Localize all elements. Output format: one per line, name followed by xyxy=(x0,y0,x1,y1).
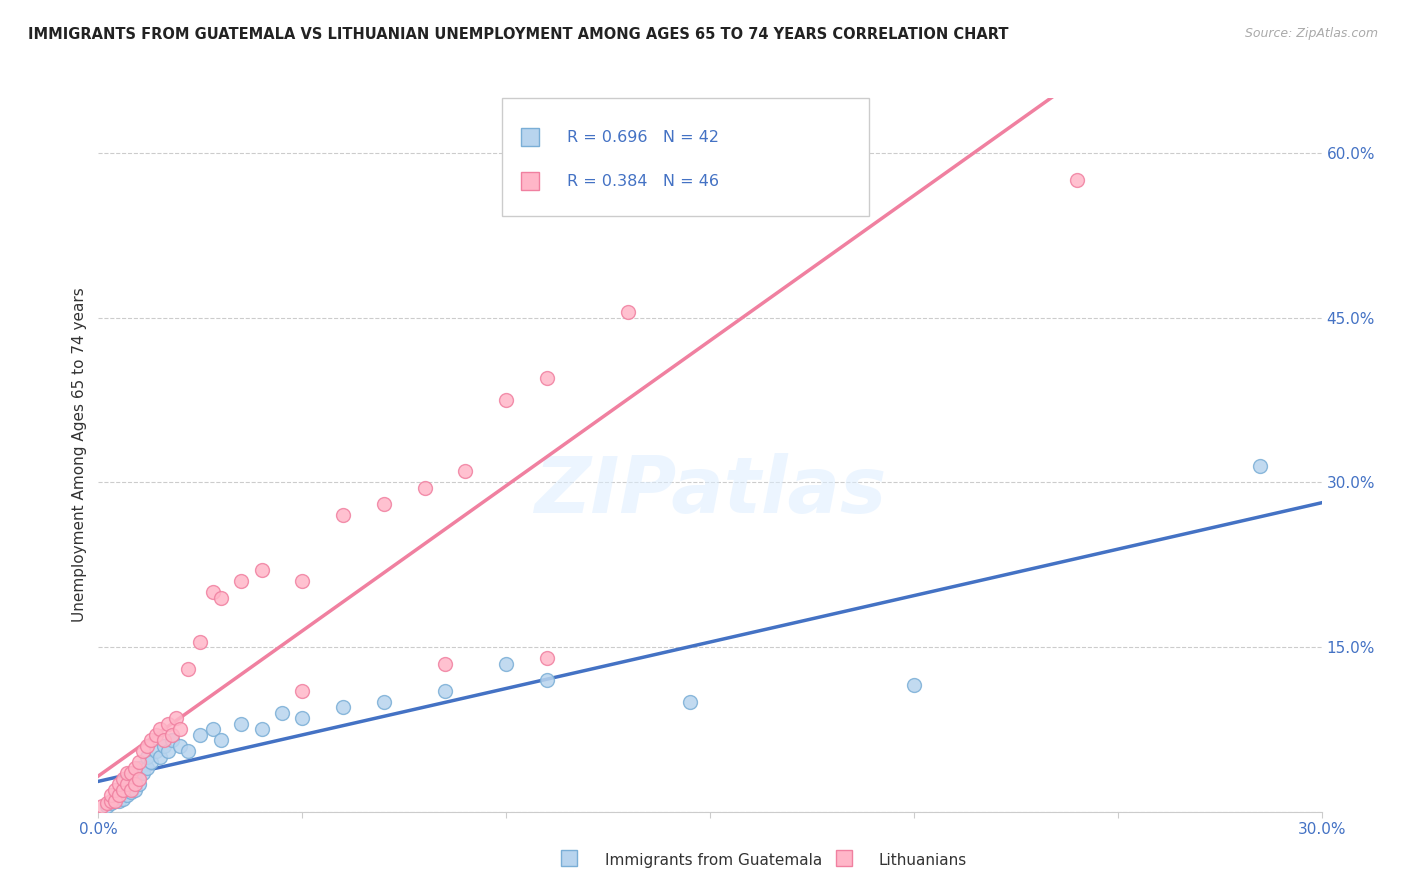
Point xyxy=(231,574,253,589)
Point xyxy=(373,497,395,511)
Point xyxy=(120,772,142,786)
Point xyxy=(903,678,925,692)
Point xyxy=(141,756,163,770)
Point xyxy=(177,744,200,758)
Point xyxy=(96,796,118,810)
Point xyxy=(434,657,457,671)
Point xyxy=(104,794,127,808)
Point xyxy=(111,782,134,797)
Point xyxy=(495,657,517,671)
Point xyxy=(104,791,127,805)
Y-axis label: Unemployment Among Ages 65 to 74 years: Unemployment Among Ages 65 to 74 years xyxy=(72,287,87,623)
Point xyxy=(495,392,517,407)
Point xyxy=(100,789,122,803)
Point xyxy=(160,733,183,747)
Point xyxy=(291,711,314,725)
Text: ZIPatlas: ZIPatlas xyxy=(534,452,886,529)
Point xyxy=(115,766,138,780)
Point xyxy=(679,695,702,709)
Point xyxy=(177,662,200,676)
Point xyxy=(291,684,314,698)
Point xyxy=(136,749,159,764)
Point xyxy=(120,782,142,797)
Point xyxy=(136,739,159,753)
Point xyxy=(332,508,354,523)
Text: R = 0.384   N = 46: R = 0.384 N = 46 xyxy=(567,174,718,189)
Text: R = 0.696   N = 42: R = 0.696 N = 42 xyxy=(567,129,718,145)
Point xyxy=(96,799,118,814)
Point xyxy=(536,651,558,665)
Point xyxy=(128,777,150,791)
Point xyxy=(1249,458,1271,473)
Point xyxy=(152,733,174,747)
Point xyxy=(108,794,131,808)
Point xyxy=(169,723,191,737)
Point xyxy=(332,700,354,714)
Point xyxy=(1066,173,1088,187)
Point xyxy=(128,772,150,786)
Point xyxy=(291,574,314,589)
Point xyxy=(156,717,179,731)
Point xyxy=(145,744,167,758)
Point xyxy=(100,794,122,808)
Point xyxy=(108,777,131,791)
Point xyxy=(111,772,134,786)
Point xyxy=(156,744,179,758)
Point xyxy=(201,723,224,737)
FancyBboxPatch shape xyxy=(502,98,869,216)
Point xyxy=(124,761,146,775)
Text: Source: ZipAtlas.com: Source: ZipAtlas.com xyxy=(1244,27,1378,40)
Point xyxy=(536,371,558,385)
Point xyxy=(160,728,183,742)
Point xyxy=(124,777,146,791)
Point xyxy=(104,794,127,808)
Point xyxy=(188,728,212,742)
Point xyxy=(250,723,273,737)
Point xyxy=(136,761,159,775)
Point xyxy=(104,782,127,797)
Point xyxy=(209,733,232,747)
Point xyxy=(250,563,273,577)
Point xyxy=(149,749,172,764)
Point xyxy=(536,673,558,687)
Point xyxy=(270,706,294,720)
Point xyxy=(169,739,191,753)
Point xyxy=(132,744,155,758)
Point xyxy=(124,766,146,780)
Point xyxy=(617,305,640,319)
Point xyxy=(115,789,138,803)
Point xyxy=(124,782,146,797)
Point xyxy=(141,733,163,747)
Point xyxy=(108,789,131,803)
Text: IMMIGRANTS FROM GUATEMALA VS LITHUANIAN UNEMPLOYMENT AMONG AGES 65 TO 74 YEARS C: IMMIGRANTS FROM GUATEMALA VS LITHUANIAN … xyxy=(28,27,1008,42)
Point xyxy=(128,761,150,775)
Point xyxy=(231,717,253,731)
Point xyxy=(132,766,155,780)
Point xyxy=(120,785,142,799)
Point xyxy=(115,777,138,791)
Point xyxy=(108,789,131,803)
Point xyxy=(120,766,142,780)
Text: Lithuanians: Lithuanians xyxy=(879,854,967,868)
Point xyxy=(115,777,138,791)
Point xyxy=(454,464,477,478)
Point xyxy=(100,796,122,810)
Text: Immigrants from Guatemala: Immigrants from Guatemala xyxy=(605,854,823,868)
Point xyxy=(128,756,150,770)
Point xyxy=(188,634,212,648)
Point xyxy=(373,695,395,709)
Point xyxy=(201,585,224,599)
Point xyxy=(91,799,114,814)
Point xyxy=(434,684,457,698)
Point xyxy=(152,739,174,753)
Point xyxy=(165,711,187,725)
Point xyxy=(111,791,134,805)
Point xyxy=(145,728,167,742)
Point xyxy=(209,591,232,605)
Point xyxy=(149,723,172,737)
Point xyxy=(413,481,436,495)
Point xyxy=(111,782,134,797)
